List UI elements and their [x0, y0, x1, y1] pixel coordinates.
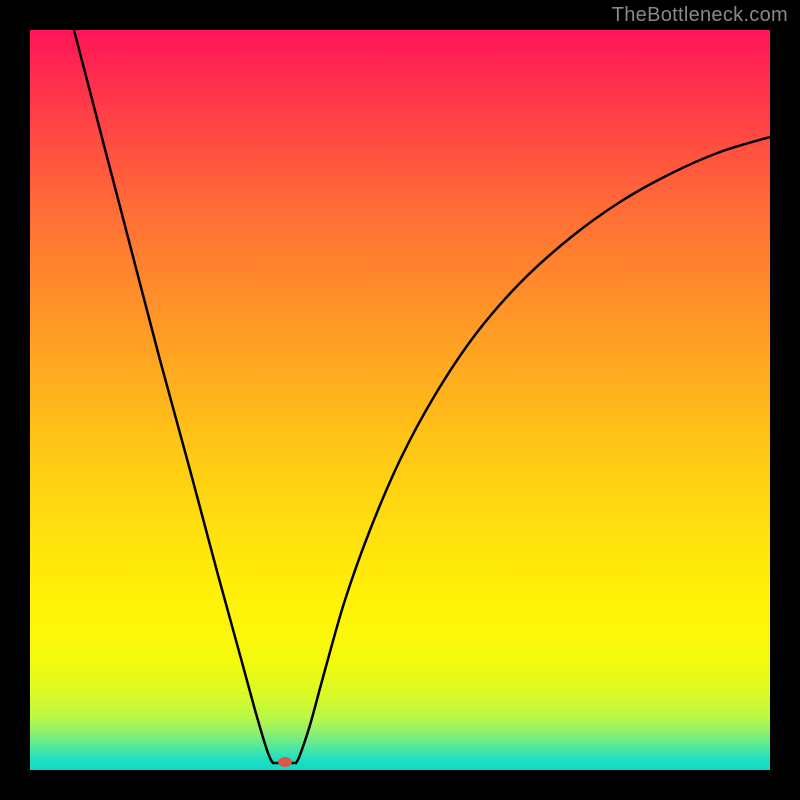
bottleneck-curve	[74, 30, 770, 763]
minimum-marker	[278, 757, 292, 767]
chart-container: TheBottleneck.com	[0, 0, 800, 800]
curve-svg	[0, 0, 800, 800]
watermark-text: TheBottleneck.com	[612, 4, 788, 27]
